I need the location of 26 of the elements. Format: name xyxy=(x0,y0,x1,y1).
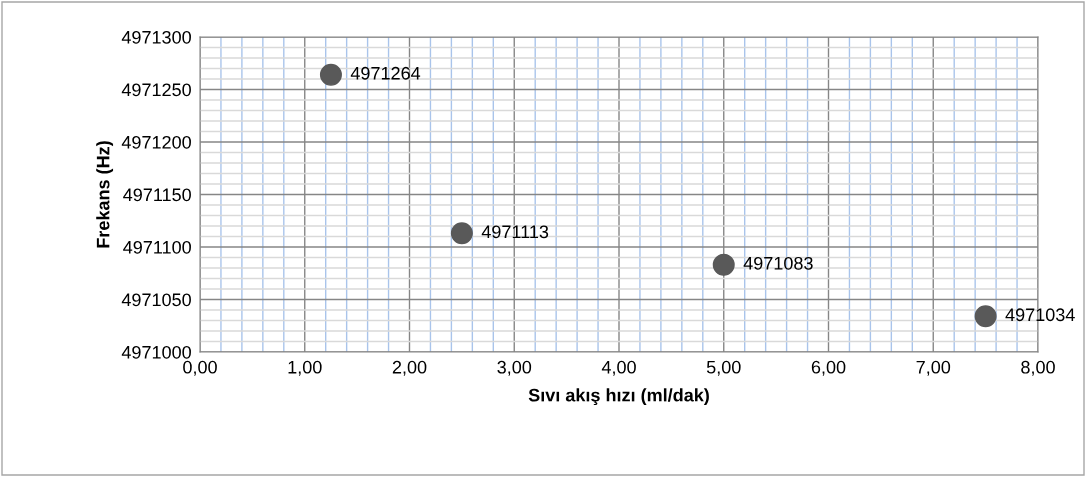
x-tick-label: 5,00 xyxy=(706,360,741,376)
x-tick-label: 7,00 xyxy=(916,360,951,376)
x-tick-label: 1,00 xyxy=(288,360,322,376)
x-tick-label: 2,00 xyxy=(392,360,427,376)
point xyxy=(319,63,342,86)
point xyxy=(974,305,997,328)
y-tick-label: 4971100 xyxy=(123,240,191,254)
y-tick-label: 4971250 xyxy=(121,83,191,97)
point xyxy=(450,222,473,245)
y-tick-label: 4971150 xyxy=(123,188,191,202)
data-label: 4971113 xyxy=(481,225,549,239)
data-label: 4971083 xyxy=(743,256,813,270)
data-label: 4971264 xyxy=(350,66,421,80)
data-label: 4971034 xyxy=(1005,308,1075,322)
x-tick-label: 3,00 xyxy=(497,360,532,376)
y-tick-label: 4971000 xyxy=(121,345,191,359)
x-tick-label: 4,00 xyxy=(601,360,636,376)
y-tick-label: 4971050 xyxy=(121,293,191,307)
x-tick-label: 6,00 xyxy=(811,360,846,376)
y-tick-label: 4971200 xyxy=(121,135,191,149)
x-axis-title: Sıvı akış hızı (ml/dak) xyxy=(528,388,709,406)
y-tick-label: 4971300 xyxy=(121,30,191,44)
x-tick-label: 8,00 xyxy=(1021,360,1055,376)
point xyxy=(712,253,735,276)
y-axis-title: Frekans (Hz) xyxy=(96,141,114,248)
x-tick-label: 0,00 xyxy=(183,360,217,376)
